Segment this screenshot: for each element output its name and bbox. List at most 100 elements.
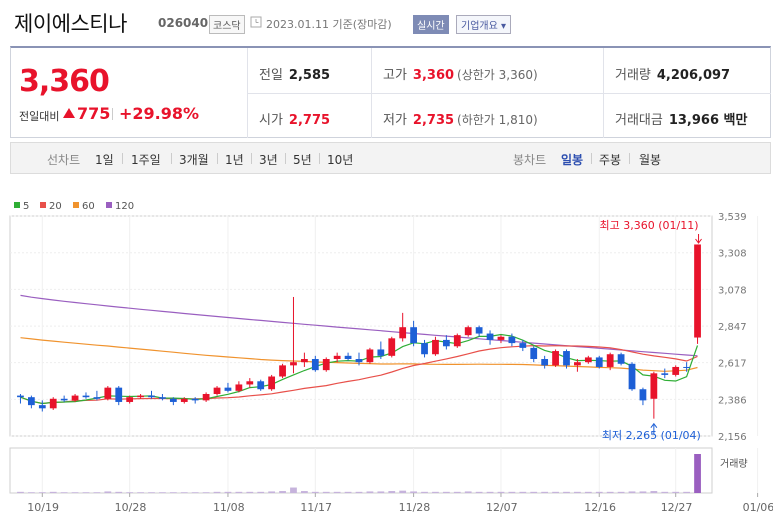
candle-body — [399, 327, 407, 339]
candle-body — [290, 362, 297, 366]
x-tick-label: 11/17 — [300, 501, 332, 514]
realtime-button[interactable]: 실시간 — [413, 15, 449, 34]
candle-body — [322, 359, 330, 371]
stock-chart[interactable]: 5 20 60 120 3,539 3,308 3,078 2,847 2,617 2,386 2,… — [0, 190, 773, 523]
volume-bar — [246, 491, 254, 493]
candle-body — [126, 397, 134, 402]
candle-body — [694, 244, 701, 338]
volume-bar — [17, 491, 24, 493]
volume-bar — [453, 491, 461, 493]
volume-bar — [213, 491, 221, 493]
volume-bar — [584, 491, 592, 493]
current-price: 3,360 — [19, 64, 110, 99]
volume-bar — [169, 492, 177, 493]
candle-body — [377, 349, 385, 356]
candle-body — [497, 336, 505, 340]
candle-daily[interactable]: 일봉 — [561, 153, 584, 167]
line-chart-label: 선차트 — [47, 153, 81, 167]
candle-body — [552, 351, 559, 366]
volume-bar — [541, 491, 549, 493]
volume-bar — [672, 491, 680, 493]
period-1d[interactable]: 1일 — [95, 153, 114, 167]
high-value: 3,360 — [412, 68, 455, 83]
divider — [112, 108, 113, 120]
candle-body — [169, 398, 177, 402]
volume-bar — [650, 491, 658, 493]
candle-body — [180, 398, 188, 402]
y-tick-label: 3,308 — [718, 249, 747, 260]
lower-limit: (하한가 1,810) — [457, 113, 538, 127]
x-tick-label: 10/28 — [115, 501, 147, 514]
volume-bar — [508, 491, 516, 493]
change-label: 전일대비 — [19, 110, 60, 123]
legend-swatch-20 — [40, 202, 46, 208]
candle-body — [104, 387, 112, 399]
candle-body — [453, 335, 461, 347]
volume-bar — [355, 491, 363, 493]
high-price: 고가 3,360 (상한가 3,360) — [383, 64, 538, 83]
amount-label: 거래대금 — [615, 113, 663, 128]
volume-bar — [628, 491, 636, 493]
period-5y[interactable]: 5년 — [293, 153, 312, 167]
volume-bar — [311, 491, 319, 493]
legend-swatch-60 — [73, 202, 79, 208]
candle-body — [191, 398, 199, 401]
candle-body — [159, 397, 166, 399]
legend-swatch-5 — [14, 202, 20, 208]
volume-bar — [279, 491, 286, 493]
volume-bar — [115, 491, 123, 493]
prev-close-label: 전일 — [259, 68, 283, 83]
volume-bar — [38, 492, 46, 493]
volume-bar — [475, 491, 483, 493]
candle-monthly[interactable]: 월봉 — [639, 153, 662, 167]
candle-body — [410, 327, 417, 344]
volume-bar — [606, 491, 614, 493]
candle-body — [388, 338, 396, 356]
divider — [217, 153, 218, 164]
upper-limit: (상한가 3,360) — [457, 68, 538, 82]
volume-bar — [104, 491, 112, 493]
open-value: 2,775 — [288, 113, 331, 128]
period-10y[interactable]: 10년 — [327, 153, 354, 167]
candle-body — [235, 384, 243, 391]
period-3y[interactable]: 3년 — [259, 153, 278, 167]
x-tick-label: 10/19 — [27, 501, 59, 514]
candle-body — [606, 354, 614, 367]
y-tick-label: 3,539 — [718, 212, 747, 223]
volume-bar — [442, 491, 450, 493]
candle-body — [563, 351, 570, 366]
divider — [122, 153, 123, 164]
candle-body — [650, 373, 658, 399]
volume-bar — [159, 492, 166, 493]
volume-bar — [344, 491, 352, 493]
candle-body — [432, 339, 439, 355]
period-1w[interactable]: 1주일 — [131, 153, 161, 167]
volume-bar — [137, 492, 144, 493]
candle-body — [475, 327, 483, 334]
legend-label-120: 120 — [115, 201, 134, 212]
volume-value: 4,206,097 — [656, 68, 731, 83]
period-toolbar: 선차트 1일 1주일 3개월 1년 3년 5년 10년 봉차트 일봉 주봉 월봉 — [10, 142, 771, 174]
volume-bar — [126, 492, 134, 493]
company-overview-dropdown[interactable]: 기업개요 ▾ — [456, 15, 511, 34]
divider — [247, 93, 771, 94]
volume-bar — [301, 491, 308, 493]
x-tick-label: 12/16 — [584, 501, 616, 514]
candle-body — [38, 405, 46, 409]
candle-body — [574, 362, 581, 366]
low-label: 저가 — [383, 113, 407, 128]
candle-body — [486, 333, 494, 340]
stock-header: 제이에스티나 026040 코스닥 2023.01.11 기준(장마감) 실시간… — [0, 0, 773, 44]
market-badge: 코스닥 — [209, 15, 245, 34]
min-arrow-head — [650, 422, 658, 428]
volume-bar — [563, 491, 570, 493]
period-3m[interactable]: 3개월 — [179, 153, 209, 167]
volume-bar — [268, 491, 276, 493]
candle-body — [464, 327, 472, 336]
candle-body — [82, 395, 90, 398]
x-tick-label: 11/08 — [213, 501, 245, 514]
period-1y[interactable]: 1년 — [225, 153, 244, 167]
stock-name: 제이에스티나 — [14, 12, 127, 36]
candle-weekly[interactable]: 주봉 — [599, 153, 622, 167]
x-tick-label: 12/27 — [661, 501, 693, 514]
